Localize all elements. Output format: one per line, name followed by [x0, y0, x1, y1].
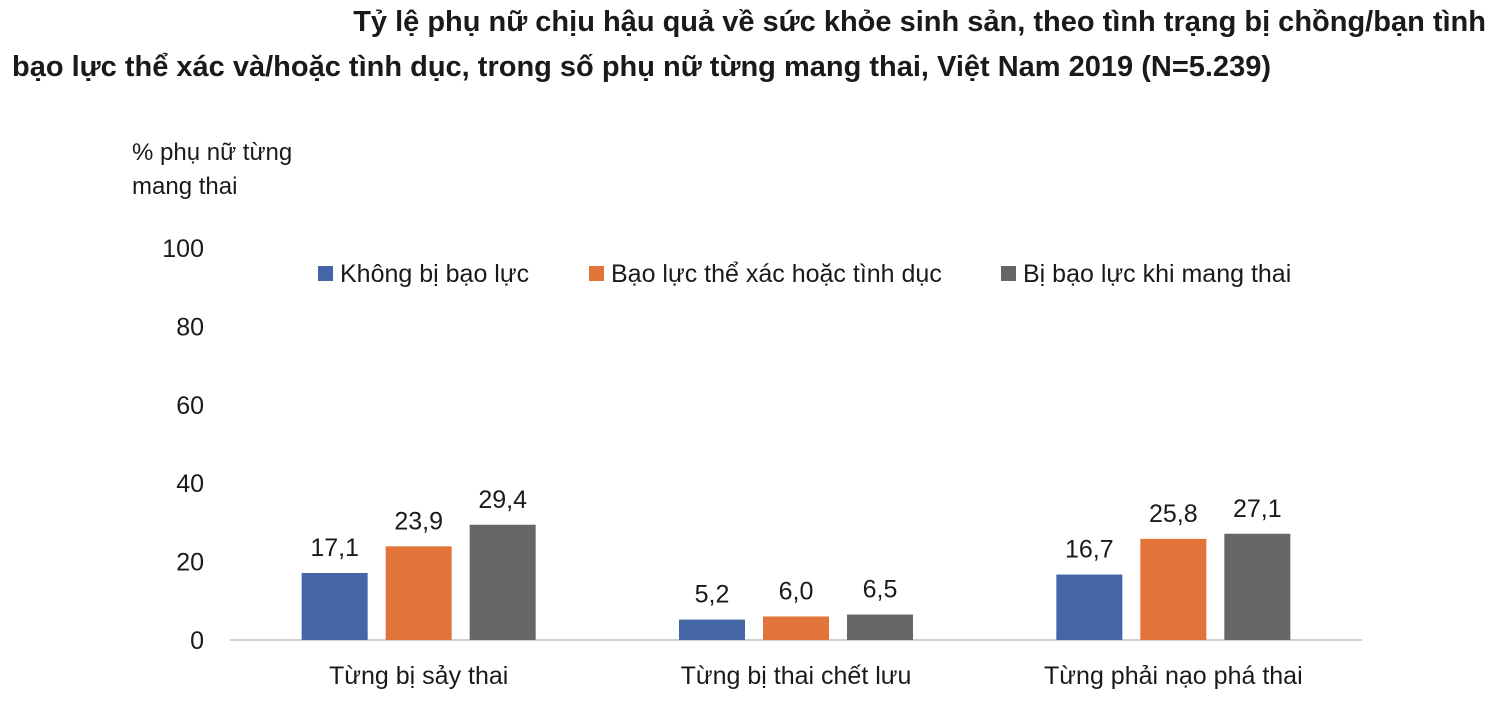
chart-title: Tỷ lệ phụ nữ chịu hậu quả về sức khỏe si… — [0, 0, 1500, 90]
bar — [763, 616, 829, 640]
legend-label: Không bị bạo lực — [340, 260, 529, 288]
data-label: 29,4 — [478, 486, 527, 514]
chart-title-line-1: Tỷ lệ phụ nữ chịu hậu quả về sức khỏe si… — [353, 6, 1486, 38]
x-tick-label: Từng phải nạo phá thai — [1044, 662, 1303, 690]
bar — [385, 546, 452, 640]
data-label: 23,9 — [394, 507, 443, 535]
legend-swatch — [1001, 266, 1016, 281]
x-tick-label: Từng bị sảy thai — [329, 662, 508, 690]
y-axis-label: % phụ nữ từng — [132, 139, 292, 166]
bar — [1224, 533, 1291, 640]
x-tick-label: Từng bị thai chết lưu — [681, 662, 912, 690]
data-label: 16,7 — [1065, 536, 1114, 564]
bar — [1056, 574, 1123, 640]
bar — [1140, 538, 1207, 640]
data-label: 27,1 — [1233, 495, 1282, 523]
bar — [847, 614, 913, 640]
y-tick-label: 20 — [176, 549, 204, 577]
y-tick-label: 40 — [176, 470, 204, 498]
y-tick-label: 60 — [176, 392, 204, 420]
legend-label: Bạo lực thể xác hoặc tình dục — [611, 260, 942, 288]
data-label: 6,0 — [779, 577, 814, 605]
data-label: 25,8 — [1149, 500, 1198, 528]
bar — [301, 572, 368, 640]
data-label: 6,5 — [863, 576, 898, 604]
y-tick-label: 80 — [176, 313, 204, 341]
y-tick-label: 100 — [162, 235, 204, 263]
y-tick-label: 0 — [190, 627, 204, 655]
y-axis-label: mang thai — [132, 173, 237, 200]
legend-label: Bị bạo lực khi mang thai — [1023, 260, 1291, 288]
bar — [469, 524, 536, 640]
bar — [679, 619, 745, 640]
data-label: 17,1 — [310, 534, 359, 562]
chart-title-line-2: bạo lực thể xác và/hoặc tình dục, trong … — [12, 51, 1271, 83]
legend-swatch — [318, 266, 333, 281]
legend-swatch — [589, 266, 604, 281]
data-label: 5,2 — [695, 581, 730, 609]
